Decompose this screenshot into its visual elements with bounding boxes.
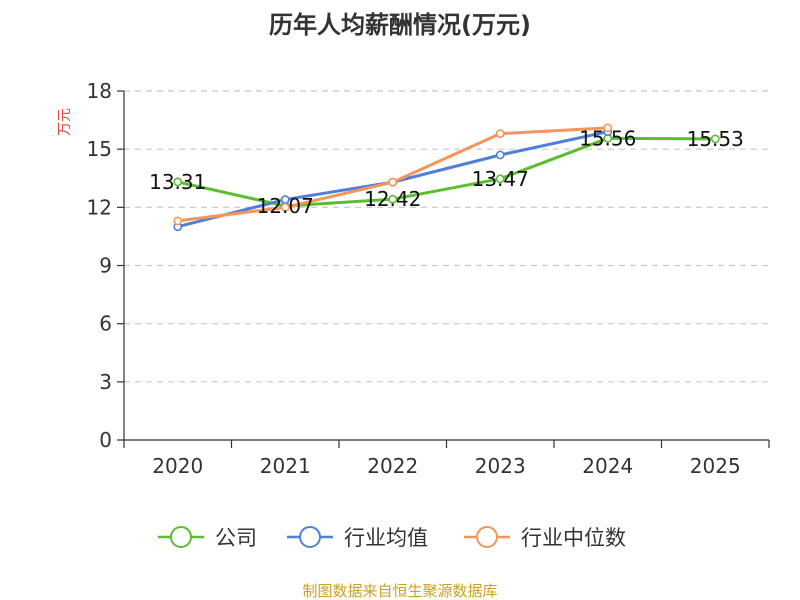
y-tick-label: 6	[99, 312, 112, 336]
y-tick-labels: 0 3 6 9 12 15 18	[87, 79, 112, 452]
series-lines	[173, 123, 720, 232]
data-label: 15.53	[687, 127, 744, 151]
data-point	[495, 150, 505, 160]
data-labels: 13.31 12.07 12.42 13.47 15.56 15.53	[149, 126, 744, 218]
x-tick-label: 2020	[152, 454, 203, 478]
grid-lines	[124, 90, 769, 383]
legend-item-1[interactable]: 行业均值	[287, 526, 428, 550]
y-tick-label: 18	[87, 79, 112, 103]
data-point	[495, 129, 505, 139]
chart-title: 历年人均薪酬情况(万元)	[269, 11, 531, 39]
source-note: 制图数据来自恒生聚源数据库	[302, 582, 497, 600]
data-point	[603, 123, 613, 133]
legend-item-2[interactable]: 行业中位数	[464, 526, 626, 550]
legend-item-0[interactable]: 公司	[158, 526, 257, 550]
y-axis-unit: 万元	[57, 108, 73, 136]
data-point	[173, 177, 183, 187]
legend-marker	[170, 526, 192, 548]
data-point	[280, 202, 290, 212]
data-point	[495, 174, 505, 184]
x-tick-labels: 2020 2021 2022 2023 2024 2025	[152, 454, 740, 478]
x-tick-label: 2024	[582, 454, 633, 478]
data-label: 13.47	[472, 167, 529, 191]
legend-label: 行业均值	[344, 526, 428, 550]
legend-marker	[476, 526, 498, 548]
data-label: 12.07	[257, 194, 314, 218]
data-label: 15.56	[579, 126, 636, 150]
x-tick-label: 2025	[690, 454, 741, 478]
legend[interactable]: 公司 行业均值 行业中位数	[158, 526, 626, 550]
x-tick-label: 2021	[260, 454, 311, 478]
x-tick-label: 2022	[367, 454, 418, 478]
data-point	[710, 134, 720, 144]
legend-marker	[299, 526, 321, 548]
data-label: 12.42	[364, 187, 421, 211]
y-tick-label: 0	[99, 428, 112, 452]
legend-label: 行业中位数	[521, 526, 626, 550]
data-label: 13.31	[149, 170, 206, 194]
x-tick-label: 2023	[475, 454, 526, 478]
data-point	[388, 194, 398, 204]
y-tick-label: 3	[99, 370, 112, 394]
axes	[117, 90, 770, 448]
y-tick-label: 15	[87, 137, 112, 161]
y-tick-label: 12	[87, 195, 112, 219]
data-point	[173, 216, 183, 226]
legend-label: 公司	[215, 526, 257, 550]
y-tick-label: 9	[99, 254, 112, 278]
series-line-0	[176, 136, 717, 208]
data-point	[388, 177, 398, 187]
